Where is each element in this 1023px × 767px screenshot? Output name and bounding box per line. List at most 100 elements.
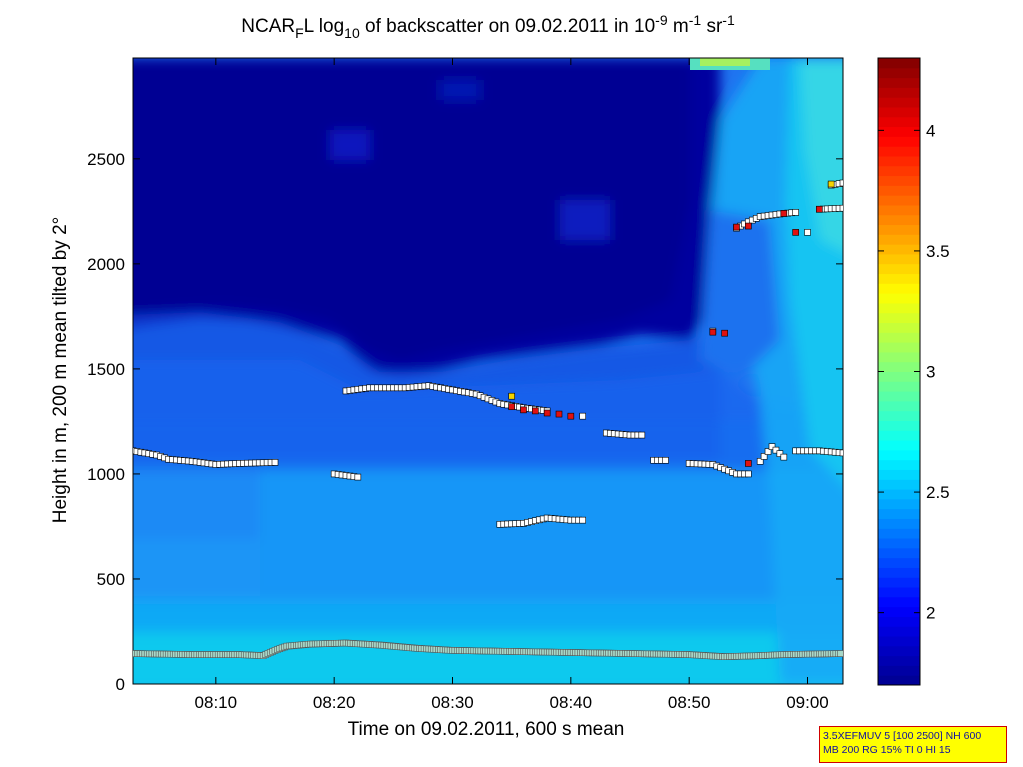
colorbar-band	[878, 106, 920, 118]
layer-marker	[543, 409, 551, 417]
y-tick-label: 2500	[87, 150, 125, 169]
x-tick-label: 08:10	[195, 693, 238, 712]
y-tick-label: 1000	[87, 465, 125, 484]
colorbar-tick-label: 3.5	[926, 242, 950, 261]
colorbar-band	[878, 67, 920, 79]
y-axis: 0 500 1000 1500 2000 2500	[87, 150, 843, 694]
colorbar-band	[878, 381, 920, 392]
x-axis-label: Time on 09.02.2011, 600 s mean	[348, 719, 625, 740]
colorbar-band	[878, 332, 920, 343]
heatmap-plot-area	[133, 58, 843, 684]
chart-title: NCARFL log10 of backscatter on 09.02.201…	[241, 12, 735, 41]
x-tick-label: 08:50	[668, 693, 711, 712]
colorbar-tick-label: 2.5	[926, 483, 950, 502]
colorbar-band	[878, 459, 920, 470]
layer-marker	[721, 329, 728, 337]
colorbar-band	[878, 77, 920, 88]
layer-marker	[756, 458, 764, 465]
colorbar-band	[878, 508, 920, 519]
layer-marker	[768, 443, 776, 450]
y-tick-label: 0	[116, 675, 125, 694]
layer-marker	[745, 470, 752, 478]
colorbar-band	[878, 244, 920, 255]
colorbar-band	[878, 293, 920, 304]
colorbar-band	[878, 606, 920, 617]
colorbar-band	[878, 596, 920, 608]
layer-marker	[776, 450, 784, 457]
colorbar-band	[878, 97, 920, 108]
layer-marker	[780, 453, 788, 461]
y-tick-label: 1500	[87, 360, 125, 379]
colorbar-band	[878, 195, 920, 206]
layer-marker	[827, 180, 835, 188]
colorbar-band	[878, 253, 920, 265]
colorbar: 2 2.5 3 3.5 4	[877, 57, 950, 686]
layer-marker	[579, 412, 586, 420]
layer-marker	[532, 407, 539, 415]
colorbar-band	[878, 116, 920, 128]
colorbar-band	[878, 528, 920, 539]
colorbar-band	[878, 165, 920, 177]
colorbar-band	[878, 214, 920, 226]
layer-marker	[745, 460, 752, 467]
colorbar-band	[878, 547, 920, 559]
layer-marker	[508, 403, 515, 411]
layer-marker	[772, 446, 780, 454]
colorbar-band	[878, 283, 920, 294]
layer-marker	[567, 412, 575, 420]
x-tick-label: 08:20	[313, 693, 356, 712]
colorbar-band	[878, 234, 920, 245]
colorbar-band	[878, 302, 920, 314]
layer-marker	[839, 204, 843, 212]
colorbar-band	[878, 479, 920, 490]
colorbar-band	[878, 616, 920, 627]
y-tick-label: 500	[97, 570, 125, 589]
colorbar-band	[878, 430, 920, 441]
layer-marker	[804, 229, 811, 236]
colorbar-band	[878, 273, 920, 284]
colorbar-tick-label: 4	[926, 121, 935, 140]
colorbar-band	[878, 391, 920, 402]
colorbar-band	[878, 665, 920, 676]
colorbar-band	[878, 567, 920, 578]
colorbar-band	[878, 469, 920, 480]
colorbar-band	[878, 410, 920, 421]
colorbar-band	[878, 351, 920, 363]
layer-marker	[792, 229, 799, 236]
colorbar-band	[878, 146, 920, 157]
layer-marker	[662, 456, 669, 464]
colorbar-band	[878, 440, 920, 451]
layer-marker	[508, 392, 515, 400]
colorbar-tick-label: 3	[926, 363, 935, 382]
colorbar-band	[878, 224, 920, 235]
layer-marker	[764, 448, 772, 455]
colorbar-band	[878, 58, 920, 69]
colorbar-band	[878, 538, 920, 549]
layer-marker	[792, 209, 799, 216]
layer-markers	[133, 179, 843, 660]
colorbar-band	[878, 557, 920, 568]
colorbar-ticks: 2 2.5 3 3.5 4	[878, 121, 950, 623]
plot-frame	[132, 57, 844, 685]
layer-marker	[709, 328, 717, 336]
colorbar-band	[878, 312, 920, 324]
colorbar-band	[878, 126, 920, 137]
colorbar-band	[878, 342, 920, 353]
colorbar-band	[878, 87, 920, 98]
colorbar-band	[878, 371, 920, 382]
colorbar-band	[878, 155, 920, 167]
colorbar-band	[878, 655, 920, 666]
colorbar-band	[878, 498, 920, 510]
colorbar-band	[878, 361, 920, 372]
info-box: 3.5XEFMUV 5 [100 2500] NH 600 MB 200 RG …	[819, 726, 1007, 763]
colorbar-band	[878, 675, 920, 686]
x-tick-label: 09:00	[786, 693, 829, 712]
colorbar-band	[878, 400, 920, 412]
x-tick-label: 08:40	[550, 693, 593, 712]
x-tick-label: 08:30	[431, 693, 474, 712]
colorbar-band	[878, 636, 920, 647]
y-axis-label: Height in m, 200 m mean tilted by 2°	[50, 217, 71, 523]
layer-marker	[760, 453, 768, 460]
colorbar-band	[878, 449, 920, 461]
